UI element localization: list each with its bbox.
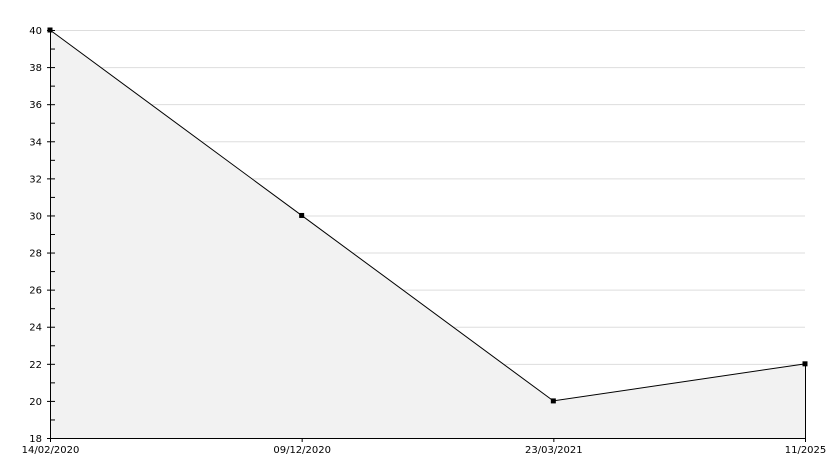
y-tick-label: 40 [29, 26, 42, 37]
x-tick-label: 09/12/2020 [273, 445, 331, 456]
y-tick-label: 30 [29, 211, 42, 222]
series-line [49, 29, 806, 402]
x-tick-label: 11/2025 [785, 445, 827, 456]
data-point-marker [550, 398, 556, 404]
data-point-marker [802, 361, 808, 367]
y-tick-label: 26 [29, 286, 42, 297]
y-tick-label: 28 [29, 249, 42, 260]
y-tick-label: 32 [29, 174, 42, 185]
data-point-marker [47, 27, 53, 33]
y-tick-label: 18 [29, 434, 42, 445]
area-fill [50, 30, 805, 438]
data-point-marker [299, 212, 305, 218]
y-tick-label: 24 [29, 323, 42, 334]
y-tick-label: 34 [29, 137, 42, 148]
y-tick-label: 36 [29, 100, 42, 111]
y-tick-label: 20 [29, 397, 42, 408]
x-tick-label: 23/03/2021 [525, 445, 583, 456]
x-tick-label: 14/02/2020 [22, 445, 80, 456]
y-tick-label: 22 [29, 360, 42, 371]
y-tick-label: 38 [29, 63, 42, 74]
